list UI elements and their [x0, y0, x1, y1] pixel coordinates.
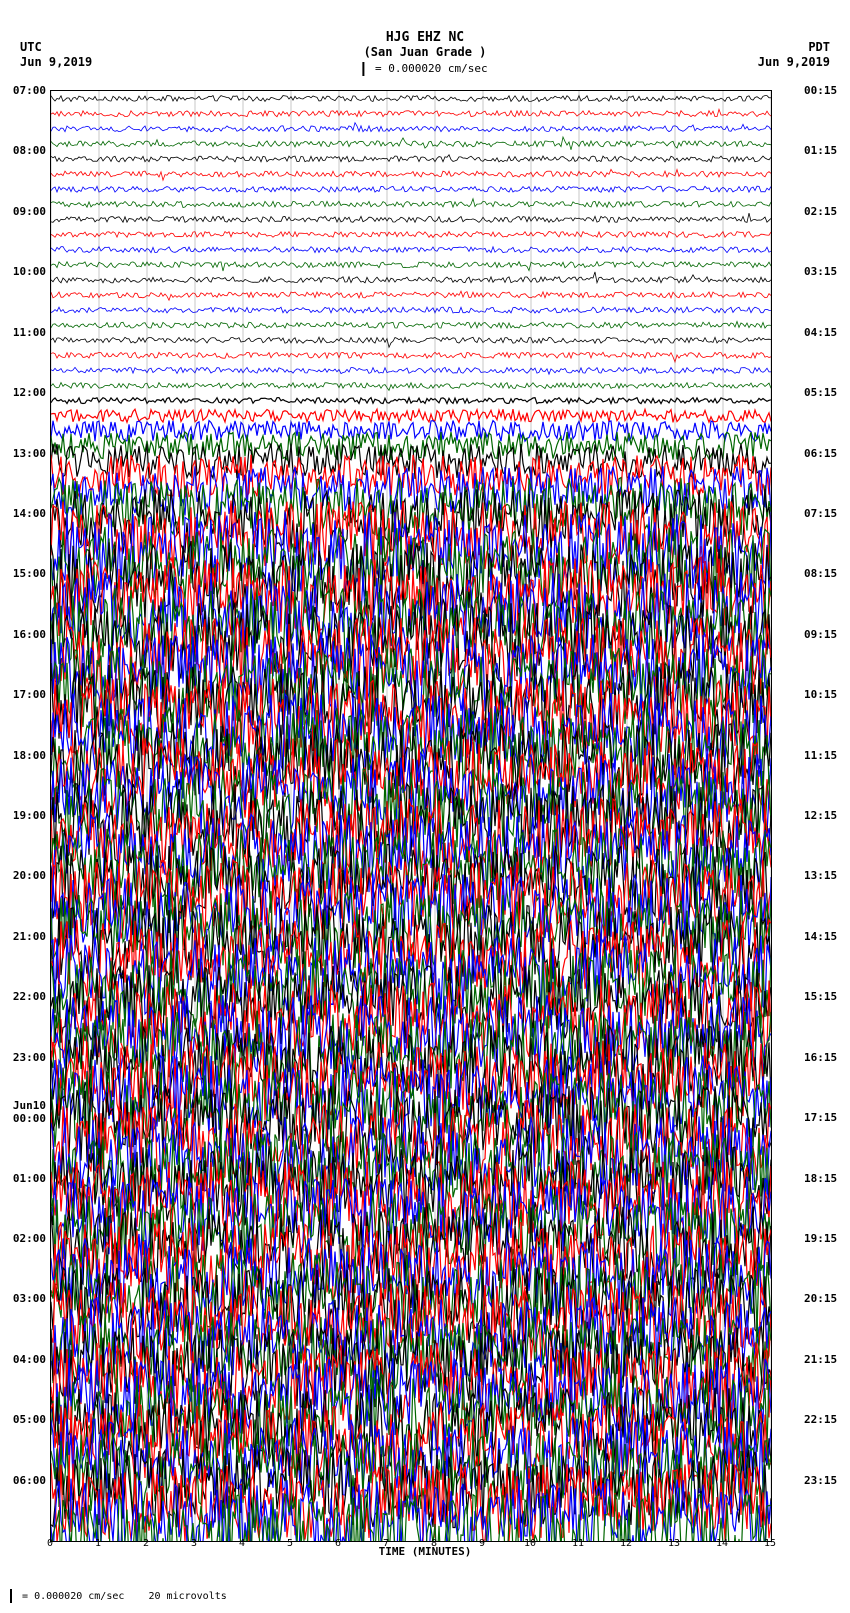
pdt-time-label: 06:15: [804, 447, 837, 460]
pdt-time-label: 10:15: [804, 688, 837, 701]
pdt-time-label: 12:15: [804, 809, 837, 822]
utc-time-label: 11:00: [13, 326, 46, 339]
x-tick: 4: [239, 1538, 245, 1549]
pdt-time-label: 02:15: [804, 205, 837, 218]
pdt-time-label: 05:15: [804, 386, 837, 399]
utc-time-label: 18:00: [13, 749, 46, 762]
scale-text: = 0.000020 cm/sec: [375, 62, 488, 75]
utc-time-label: 09:00: [13, 205, 46, 218]
utc-time-label: 06:00: [13, 1474, 46, 1487]
footer-scale-bar-icon: [10, 1589, 12, 1603]
pdt-time-label: 22:15: [804, 1413, 837, 1426]
utc-time-label: 03:00: [13, 1292, 46, 1305]
x-tick: 14: [716, 1538, 728, 1549]
scale-bar-icon: [362, 62, 364, 76]
x-tick: 0: [47, 1538, 53, 1549]
x-tick: 2: [143, 1538, 149, 1549]
scale-indicator: = 0.000020 cm/sec: [362, 62, 487, 76]
x-tick: 1: [95, 1538, 101, 1549]
utc-time-label: 15:00: [13, 567, 46, 580]
seismogram-plot: [50, 90, 772, 1542]
seismogram-container: UTC Jun 9,2019 PDT Jun 9,2019 HJG EHZ NC…: [0, 0, 850, 1613]
x-axis-label: TIME (MINUTES): [379, 1545, 472, 1558]
utc-time-label: 19:00: [13, 809, 46, 822]
utc-time-label: 04:00: [13, 1353, 46, 1366]
x-tick: 12: [620, 1538, 632, 1549]
footer-scale-left: = 0.000020 cm/sec: [22, 1591, 124, 1602]
pdt-time-label: 11:15: [804, 749, 837, 762]
pdt-time-label: 09:15: [804, 628, 837, 641]
utc-time-label: 23:00: [13, 1051, 46, 1064]
utc-time-label: Jun1000:00: [13, 1099, 46, 1125]
station-code: HJG EHZ NC: [0, 30, 850, 45]
utc-time-label: 02:00: [13, 1232, 46, 1245]
x-tick: 9: [479, 1538, 485, 1549]
utc-time-label: 16:00: [13, 628, 46, 641]
utc-time-labels: 07:0008:0009:0010:0011:0012:0013:0014:00…: [10, 90, 48, 1540]
utc-time-label: 10:00: [13, 265, 46, 278]
x-tick: 10: [524, 1538, 536, 1549]
utc-time-label: 21:00: [13, 930, 46, 943]
pdt-time-label: 08:15: [804, 567, 837, 580]
utc-time-label: 12:00: [13, 386, 46, 399]
utc-time-label: 14:00: [13, 507, 46, 520]
pdt-time-label: 01:15: [804, 144, 837, 157]
x-tick: 13: [668, 1538, 680, 1549]
x-tick: 6: [335, 1538, 341, 1549]
utc-time-label: 17:00: [13, 688, 46, 701]
pdt-time-label: 15:15: [804, 990, 837, 1003]
pdt-time-label: 21:15: [804, 1353, 837, 1366]
utc-time-label: 01:00: [13, 1172, 46, 1185]
pdt-time-label: 04:15: [804, 326, 837, 339]
x-tick: 15: [764, 1538, 776, 1549]
pdt-time-label: 23:15: [804, 1474, 837, 1487]
x-tick: 3: [191, 1538, 197, 1549]
pdt-time-label: 20:15: [804, 1292, 837, 1305]
pdt-time-label: 19:15: [804, 1232, 837, 1245]
pdt-time-label: 14:15: [804, 930, 837, 943]
pdt-time-label: 13:15: [804, 869, 837, 882]
utc-time-label: 07:00: [13, 84, 46, 97]
utc-time-label: 08:00: [13, 144, 46, 157]
station-location: (San Juan Grade ): [0, 45, 850, 59]
pdt-time-label: 07:15: [804, 507, 837, 520]
pdt-time-label: 18:15: [804, 1172, 837, 1185]
pdt-time-label: 00:15: [804, 84, 837, 97]
header: HJG EHZ NC (San Juan Grade ): [0, 30, 850, 59]
pdt-time-label: 17:15: [804, 1111, 837, 1124]
x-tick: 5: [287, 1538, 293, 1549]
pdt-time-labels: 00:1501:1502:1503:1504:1505:1506:1507:15…: [802, 90, 840, 1540]
utc-time-label: 20:00: [13, 869, 46, 882]
utc-time-label: 22:00: [13, 990, 46, 1003]
footer-scale: = 0.000020 cm/sec 20 microvolts: [10, 1589, 227, 1603]
utc-time-label: 13:00: [13, 447, 46, 460]
footer-scale-right: 20 microvolts: [148, 1591, 226, 1602]
pdt-time-label: 16:15: [804, 1051, 837, 1064]
pdt-time-label: 03:15: [804, 265, 837, 278]
x-tick: 11: [572, 1538, 584, 1549]
utc-time-label: 05:00: [13, 1413, 46, 1426]
